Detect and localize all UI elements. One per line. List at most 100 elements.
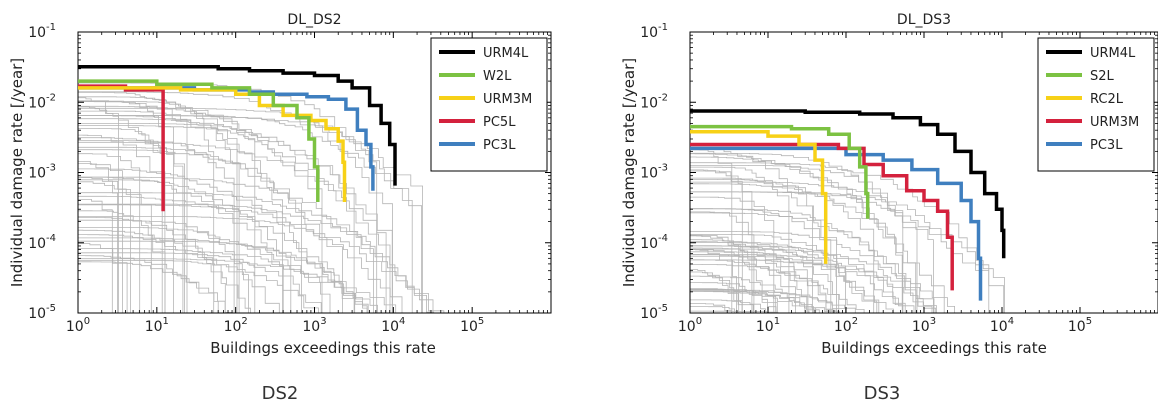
chart-panel-2: 100 101 102 103 104 105 10-5 10-4 10-3 10-2 10-1 DL… — [620, 12, 1158, 357]
background-curve — [690, 275, 817, 313]
background-curve — [78, 146, 302, 313]
background-curve — [78, 195, 369, 313]
background-curve — [690, 249, 777, 313]
background-curve — [78, 199, 113, 313]
background-curve — [78, 97, 119, 313]
caption-ds2: DS2 — [261, 383, 299, 404]
x-tick-label: 102 — [224, 316, 248, 335]
y-tick-label: 10-1 — [28, 22, 56, 41]
background-curve — [690, 248, 955, 313]
y-tick-label: 10-3 — [640, 163, 668, 182]
y-tick-label: 10-5 — [28, 303, 56, 322]
legend-label: PC3L — [483, 138, 516, 153]
background-curve — [78, 243, 128, 313]
chart-panel-1: 100 101 102 103 104 105 10-5 10-4 10-3 10-2 10-1 DL… — [8, 12, 552, 357]
background-curve — [690, 303, 732, 313]
x-tick-label: 103 — [912, 316, 936, 335]
background-curve — [78, 258, 397, 313]
background-curve — [78, 248, 368, 313]
background-curve — [78, 134, 166, 313]
background-curve — [690, 299, 772, 313]
legend-label: RC2L — [1090, 92, 1124, 107]
background-curve — [78, 125, 391, 313]
chart-title: DL_DS3 — [897, 12, 951, 28]
background-curve — [78, 168, 356, 313]
legend: URM4L S2L RC2L URM3M PC3L — [1037, 37, 1155, 172]
legend-box — [1037, 37, 1155, 172]
legend-label: URM4L — [483, 46, 529, 61]
background-curve — [78, 101, 256, 313]
x-tick-label: 101 — [145, 316, 169, 335]
background-curve — [690, 212, 933, 313]
series-lines — [78, 65, 397, 212]
background-curve — [78, 204, 403, 313]
x-tick-label: 101 — [756, 316, 780, 335]
background-curve — [690, 264, 865, 313]
legend: URM4L W2L URM3M PC5L PC3L — [430, 37, 548, 172]
background-curve — [78, 252, 322, 313]
background-curve — [690, 166, 790, 313]
background-curves — [690, 147, 1005, 313]
background-curve — [690, 288, 777, 313]
background-curve — [690, 169, 743, 313]
background-curve — [690, 191, 1005, 313]
background-curve — [690, 234, 846, 313]
legend-label: PC3L — [1090, 138, 1123, 153]
background-curve — [690, 177, 813, 313]
background-curve — [690, 290, 820, 313]
series-line-s2l — [690, 124, 870, 219]
background-curve — [690, 241, 838, 313]
background-curve — [78, 128, 185, 313]
background-curve — [78, 163, 123, 313]
background-curve — [78, 255, 233, 313]
x-tick-label: 104 — [990, 316, 1014, 335]
background-curve — [690, 162, 990, 313]
background-curve — [690, 208, 935, 313]
background-curve — [78, 219, 249, 313]
background-curve — [78, 227, 331, 313]
background-curve — [690, 271, 743, 313]
background-curve — [690, 152, 904, 313]
series-line-w2l — [78, 79, 320, 202]
background-curve — [78, 216, 434, 313]
background-curve — [78, 82, 378, 313]
background-curves — [78, 82, 445, 313]
background-curve — [78, 100, 174, 313]
background-curve — [78, 234, 251, 313]
series-line-urm4l — [78, 65, 397, 186]
background-curve — [690, 239, 894, 313]
background-curve — [78, 176, 374, 313]
y-axis-label: Individual damage rate [/year] — [620, 58, 638, 287]
y-tick-label: 10-2 — [640, 92, 668, 111]
background-curve — [690, 310, 785, 313]
legend-label: URM3M — [483, 92, 532, 107]
series-lines — [690, 109, 1006, 301]
background-curve — [690, 196, 775, 313]
background-curve — [690, 179, 875, 313]
y-tick-label: 10-4 — [640, 233, 668, 252]
series-line-rc2l — [690, 130, 828, 264]
background-curve — [690, 259, 937, 313]
background-curve — [78, 110, 215, 313]
x-tick-label: 100 — [678, 316, 702, 335]
y-tick-label: 10-2 — [28, 92, 56, 111]
background-curve — [690, 245, 919, 313]
background-curve — [78, 91, 240, 313]
background-curve — [690, 235, 796, 313]
x-tick-label: 105 — [460, 316, 484, 335]
background-curve — [690, 259, 814, 313]
x-tick-label: 105 — [1068, 316, 1092, 335]
background-curve — [78, 259, 319, 313]
background-curve — [78, 161, 118, 313]
background-curve — [78, 107, 423, 313]
x-tick-label: 103 — [302, 316, 326, 335]
background-curve — [690, 183, 945, 313]
background-curve — [690, 149, 733, 313]
background-curve — [78, 123, 393, 313]
background-curve — [690, 156, 917, 313]
background-curve — [78, 210, 166, 313]
x-tick-label: 102 — [834, 316, 858, 335]
x-tick-label: 104 — [381, 316, 405, 335]
background-curve — [78, 176, 284, 313]
chart-title: DL_DS2 — [287, 12, 341, 28]
